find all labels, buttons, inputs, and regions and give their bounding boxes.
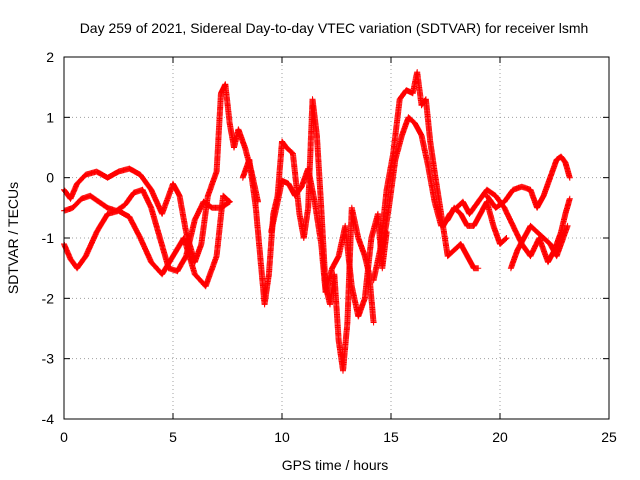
axis-ticks (63, 56, 610, 420)
grid-lines (64, 57, 609, 419)
x-tick-label: 25 (601, 429, 617, 445)
y-tick-label: -2 (42, 290, 55, 306)
x-tick-label: 5 (169, 429, 177, 445)
y-axis-label: SDTVAR / TECUs (5, 182, 21, 294)
data-point-markers (440, 186, 573, 266)
series-trace-9 (483, 153, 573, 211)
y-tick-label: -1 (42, 230, 55, 246)
y-tick-label: 0 (46, 170, 54, 186)
y-tick-label: 1 (46, 109, 54, 125)
series-trace-8 (440, 186, 573, 266)
chart-title: Day 259 of 2021, Sidereal Day-to-day VTE… (80, 20, 589, 36)
data-point-markers (507, 222, 571, 272)
x-tick-label: 10 (274, 429, 290, 445)
y-tick-label: -4 (42, 411, 55, 427)
series-trace-6 (370, 69, 482, 284)
y-tick-label: 2 (46, 49, 54, 65)
x-axis-label: GPS time / hours (282, 457, 389, 473)
x-tick-labels: 0 5 10 15 20 25 (60, 429, 617, 445)
series-trace-10 (507, 222, 571, 272)
data-point-markers (483, 153, 573, 211)
x-tick-label: 20 (492, 429, 508, 445)
data-marks (61, 69, 573, 374)
data-point-markers (239, 96, 377, 374)
y-tick-labels: -4 -3 -2 -1 0 1 2 (42, 49, 55, 427)
data-point-markers (370, 69, 482, 284)
x-tick-label: 0 (60, 429, 68, 445)
y-tick-label: -3 (42, 351, 55, 367)
x-tick-label: 15 (383, 429, 399, 445)
series-trace-4 (239, 96, 377, 374)
